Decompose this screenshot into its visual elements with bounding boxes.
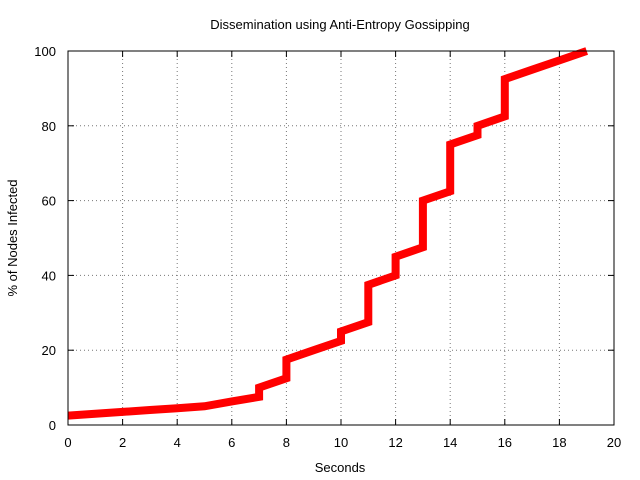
data-point xyxy=(94,413,96,415)
data-point xyxy=(367,284,369,286)
data-point xyxy=(422,200,424,202)
data-point xyxy=(477,125,478,127)
x-tick-label: 16 xyxy=(498,435,512,450)
data-point xyxy=(477,134,478,136)
x-tick-label: 14 xyxy=(443,435,457,450)
x-axis-label: Seconds xyxy=(315,460,366,475)
data-point xyxy=(504,78,506,80)
data-point xyxy=(340,340,342,342)
data-point xyxy=(449,144,451,145)
data-point xyxy=(313,349,315,351)
data-point xyxy=(285,359,287,361)
x-tick-label: 2 xyxy=(119,435,126,450)
x-tick-label: 4 xyxy=(174,435,181,450)
data-point xyxy=(258,396,260,398)
chart-title: Dissemination using Anti-Entropy Gossipp… xyxy=(210,17,469,32)
x-tick-label: 10 xyxy=(334,435,348,450)
x-tick-label: 0 xyxy=(64,435,71,450)
data-point xyxy=(395,256,397,258)
y-tick-label: 20 xyxy=(42,343,56,358)
y-tick-label: 0 xyxy=(49,418,56,433)
x-tick-label: 12 xyxy=(388,435,402,450)
data-point xyxy=(367,321,369,323)
x-tick-label: 18 xyxy=(552,435,566,450)
series-layer xyxy=(67,47,589,420)
y-tick-label: 40 xyxy=(42,268,56,283)
data-point xyxy=(504,115,506,117)
data-point xyxy=(149,409,151,411)
y-tick-label: 60 xyxy=(42,194,56,209)
data-point xyxy=(558,59,560,61)
data-point xyxy=(531,69,533,71)
data-point xyxy=(258,387,260,389)
ticks: 0 2 4 6 8 10 12 14 16 18 20 0 20 40 60 80 100 xyxy=(34,44,621,450)
data-point xyxy=(422,246,424,248)
x-tick-label: 6 xyxy=(228,435,235,450)
data-point xyxy=(449,190,451,192)
data-point xyxy=(122,411,124,413)
y-tick-label: 80 xyxy=(42,119,56,134)
data-point xyxy=(285,377,287,379)
x-tick-label: 8 xyxy=(283,435,290,450)
y-tick-label: 100 xyxy=(34,44,56,59)
y-axis-label: % of Nodes Infected xyxy=(5,179,20,296)
data-point xyxy=(340,331,342,332)
grid xyxy=(68,51,614,425)
data-point xyxy=(231,400,233,402)
data-point xyxy=(176,407,178,409)
data-point xyxy=(395,274,397,276)
x-tick-label: 20 xyxy=(607,435,621,450)
data-point xyxy=(204,405,205,407)
